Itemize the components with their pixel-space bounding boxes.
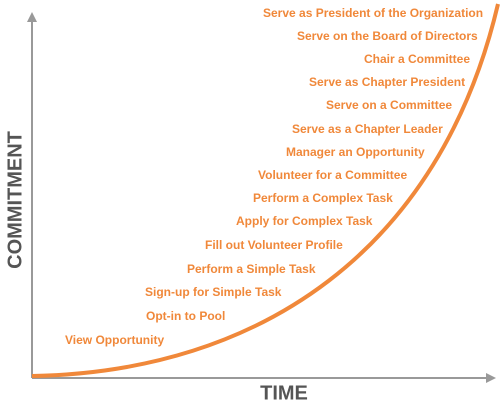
x-axis-label: TIME xyxy=(260,382,308,404)
step-label: Manager an Opportunity xyxy=(286,145,425,159)
steps: Serve as President of the Organization Se… xyxy=(65,6,483,347)
step-label: Serve as President of the Organization xyxy=(263,6,483,20)
step-label: Serve on a Committee xyxy=(326,98,452,112)
step-label: Serve as a Chapter Leader xyxy=(292,122,443,136)
step-label: Perform a Complex Task xyxy=(253,191,393,205)
y-axis-label: COMMITMENT xyxy=(4,131,26,269)
step-label: Chair a Committee xyxy=(364,52,470,66)
step-label: Sign-up for Simple Task xyxy=(145,285,282,299)
x-axis-arrow xyxy=(486,373,496,383)
step-label: Apply for Complex Task xyxy=(236,214,373,228)
step-label: View Opportunity xyxy=(65,333,164,347)
step-label: Volunteer for a Committee xyxy=(258,168,407,182)
commitment-curve xyxy=(31,3,500,378)
step-label: Perform a Simple Task xyxy=(187,262,316,276)
step-label: Serve as Chapter President xyxy=(309,75,465,89)
step-label: Opt-in to Pool xyxy=(146,309,225,323)
step-label: Serve on the Board of Directors xyxy=(297,29,478,43)
y-axis-arrow xyxy=(27,12,37,22)
step-label: Fill out Volunteer Profile xyxy=(205,238,343,252)
